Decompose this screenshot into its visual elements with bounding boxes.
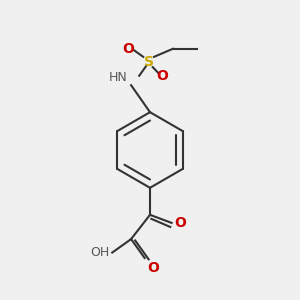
Text: O: O [174,216,186,230]
Text: O: O [156,69,168,83]
Text: HN: HN [108,71,127,84]
Text: O: O [122,42,134,56]
Text: O: O [147,261,159,275]
Text: OH: OH [90,246,110,259]
Text: S: S [144,55,154,69]
